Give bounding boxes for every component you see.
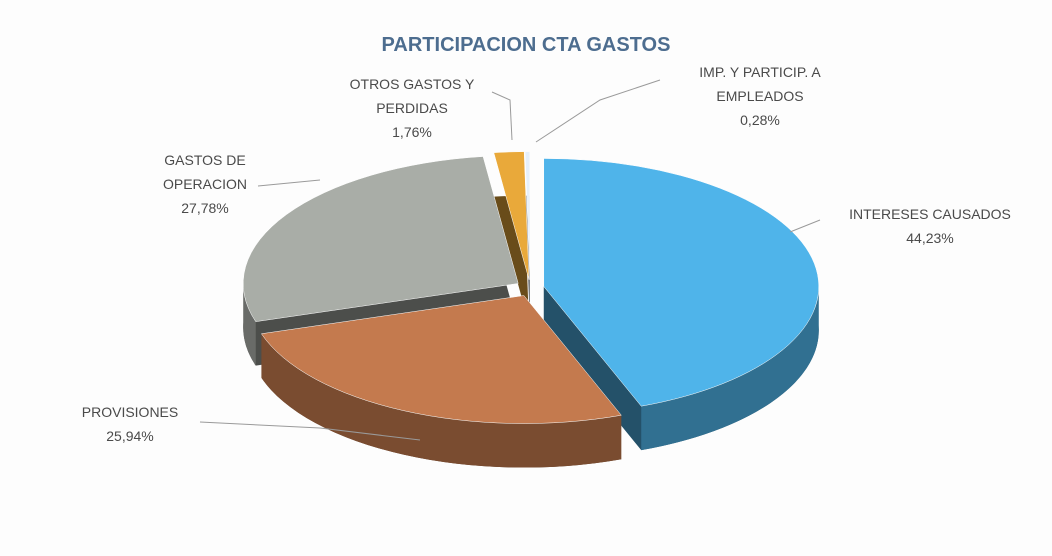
value-label: 25,94%	[106, 428, 154, 444]
slice	[524, 151, 531, 280]
value-label: 44,23%	[906, 230, 954, 246]
category-label: IMP. Y PARTICIP. A EMPLEADOS	[699, 64, 821, 104]
slice-side	[261, 333, 622, 468]
chart-title: PARTICIPACION CTA GASTOS	[381, 34, 671, 56]
data-label: INTERESES CAUSADOS 44,23%	[840, 202, 1020, 250]
slice-side	[243, 283, 256, 366]
slice	[543, 158, 819, 407]
leader-line	[257, 179, 321, 187]
category-label: OTROS GASTOS Y PERDIDAS	[349, 76, 475, 116]
value-label: 27,78%	[181, 200, 229, 216]
category-label: GASTOS DE OPERACION	[162, 152, 247, 192]
data-label: IMP. Y PARTICIP. A EMPLEADOS 0,28%	[670, 60, 850, 132]
leader-line	[199, 421, 421, 441]
data-label: GASTOS DE OPERACION 27,78%	[150, 148, 260, 220]
leader-line	[535, 79, 661, 143]
leader-line	[491, 91, 513, 141]
data-label: PROVISIONES 25,94%	[60, 400, 200, 448]
value-label: 1,76%	[392, 124, 432, 140]
leader-line	[789, 219, 821, 233]
slice	[260, 295, 622, 424]
slice	[493, 151, 530, 280]
pie	[242, 151, 819, 468]
data-label: OTROS GASTOS Y PERDIDAS 1,76%	[332, 72, 492, 144]
category-label: PROVISIONES	[81, 404, 179, 420]
slice	[242, 156, 519, 322]
category-label: INTERESES CAUSADOS	[849, 206, 1011, 222]
value-label: 0,28%	[740, 112, 780, 128]
slice-side	[641, 286, 819, 451]
